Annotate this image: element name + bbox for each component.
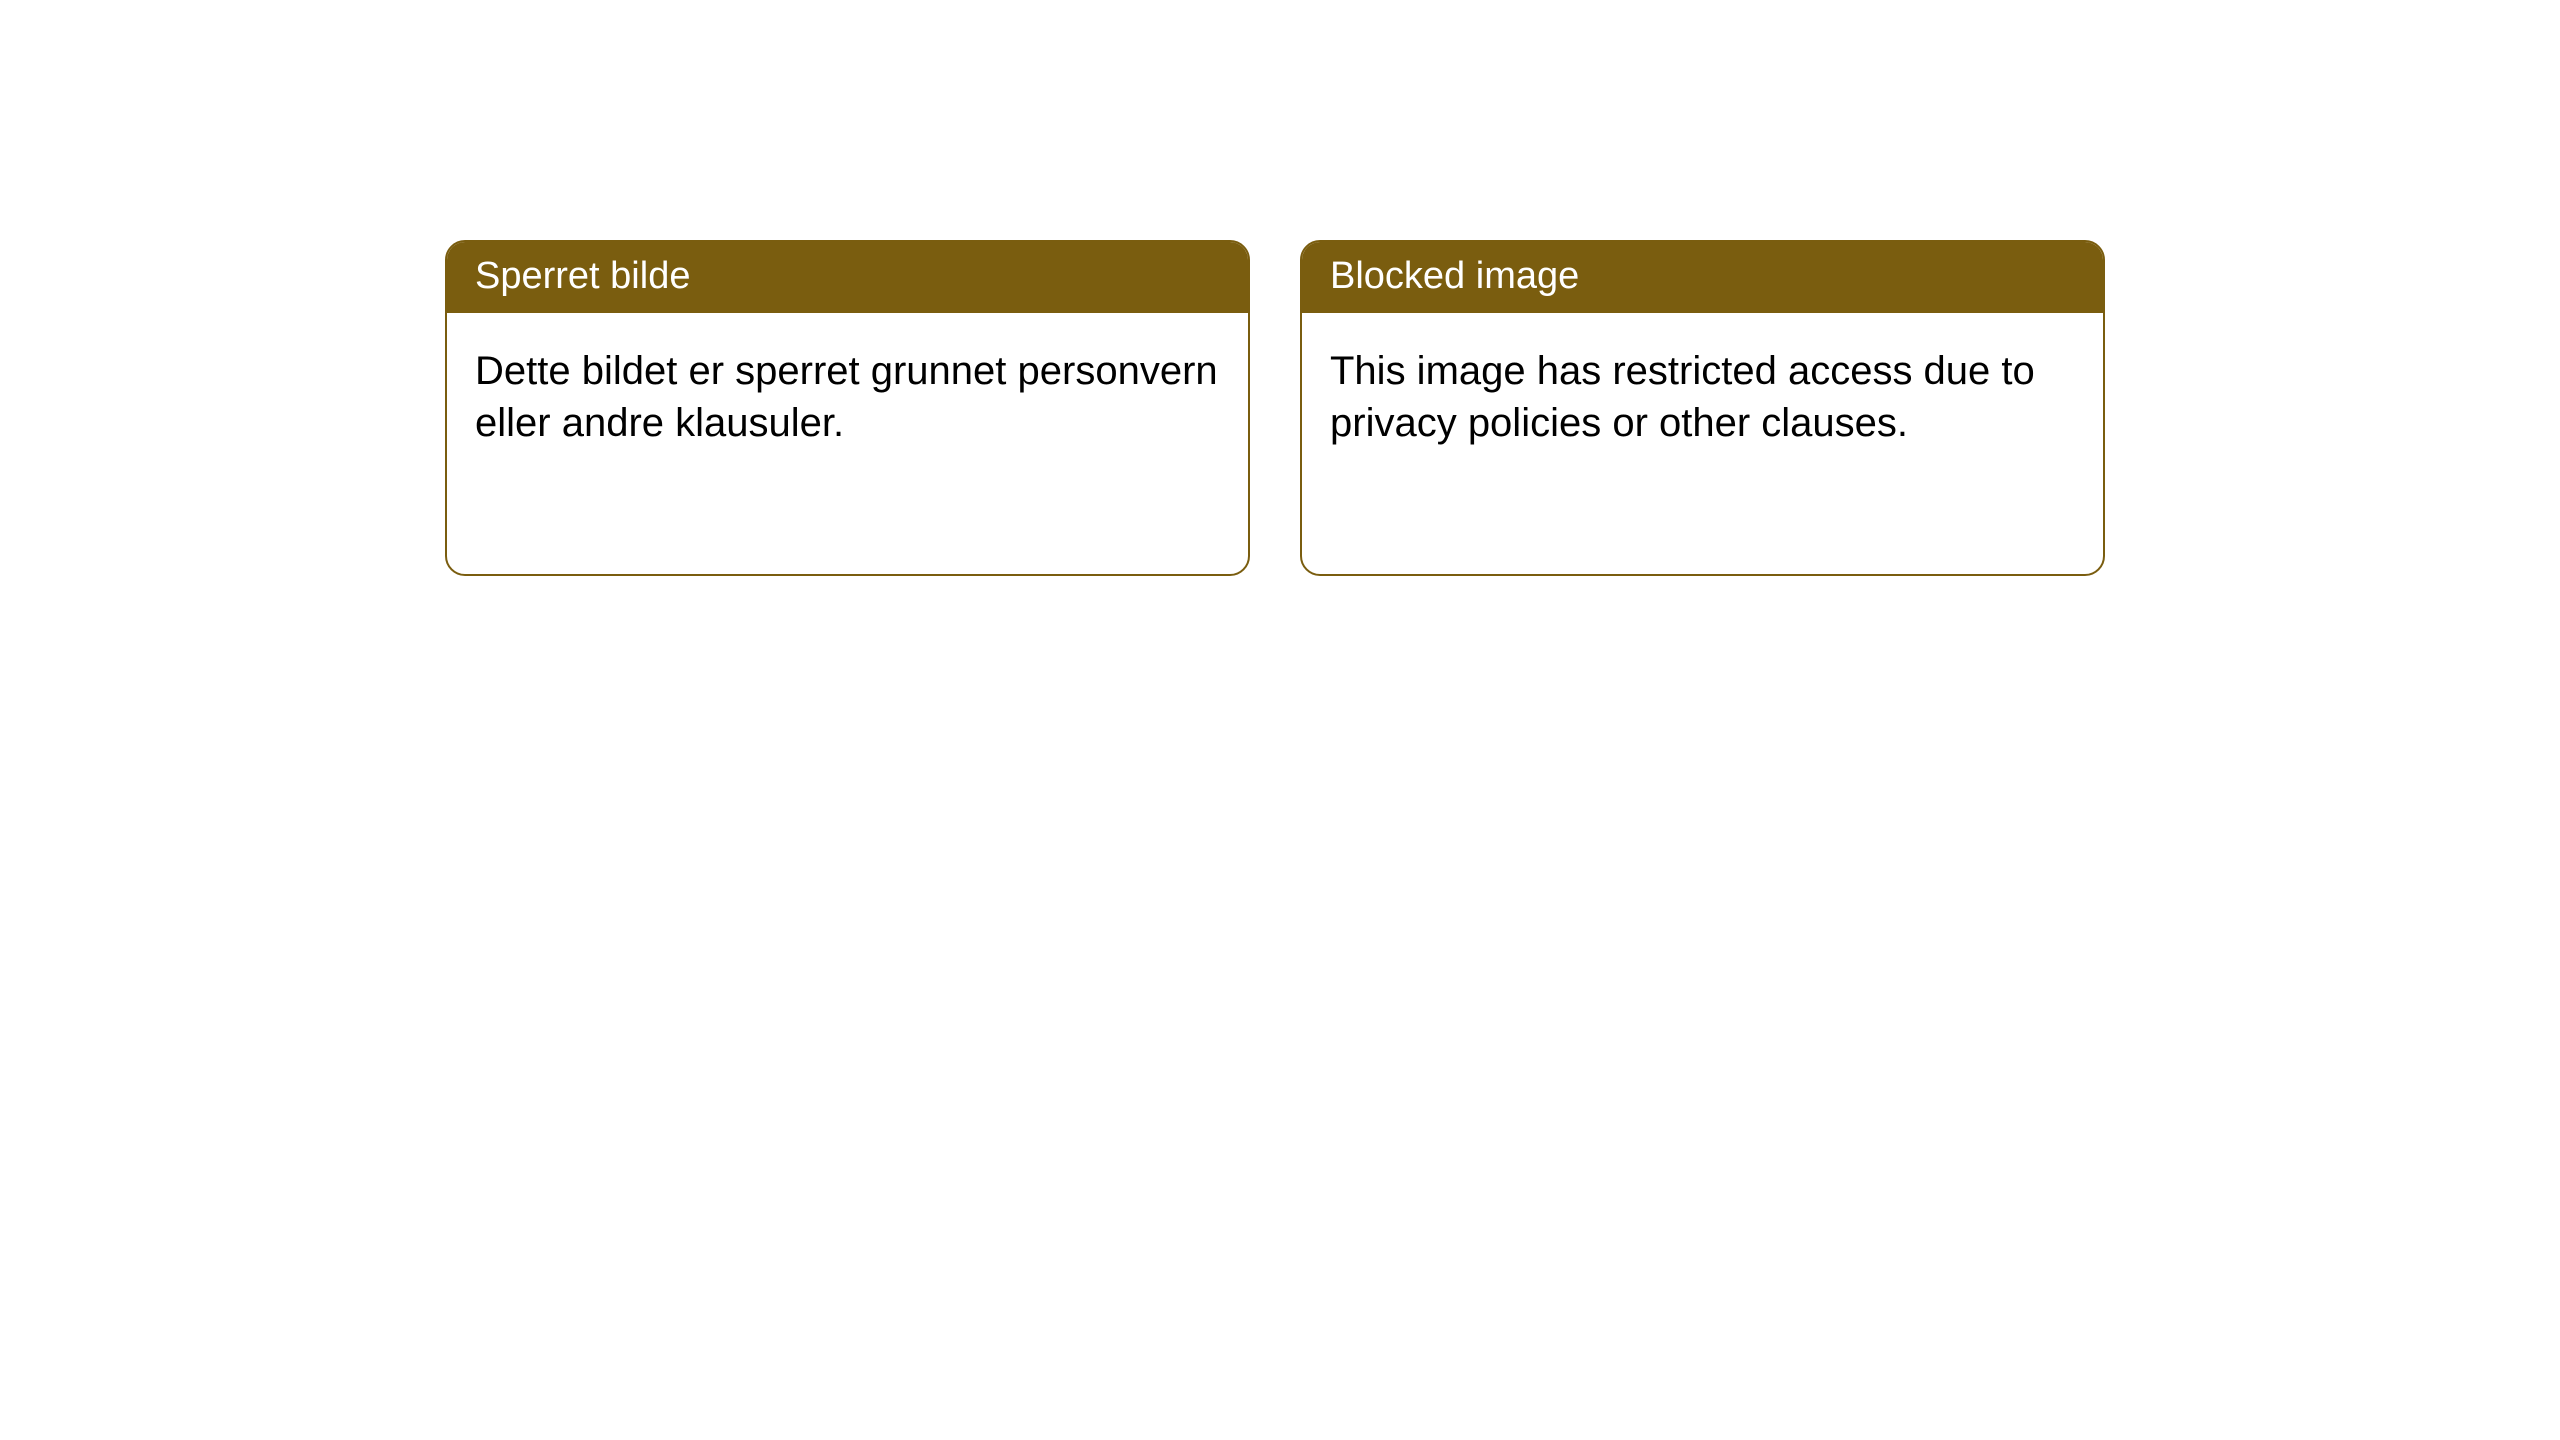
notice-body: This image has restricted access due to … [1302,313,2103,481]
notice-header: Sperret bilde [447,242,1248,313]
notice-body: Dette bildet er sperret grunnet personve… [447,313,1248,481]
notice-card-norwegian: Sperret bilde Dette bildet er sperret gr… [445,240,1250,576]
notice-card-english: Blocked image This image has restricted … [1300,240,2105,576]
notice-header: Blocked image [1302,242,2103,313]
notice-container: Sperret bilde Dette bildet er sperret gr… [0,0,2560,576]
